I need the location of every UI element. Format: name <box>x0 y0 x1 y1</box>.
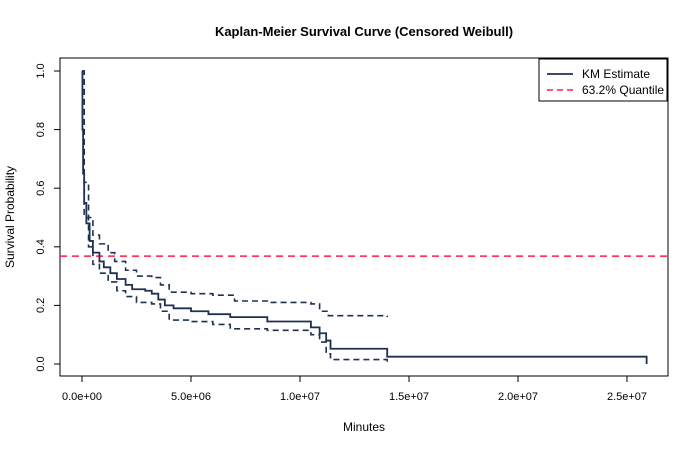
x-tick-label: 1.0e+07 <box>280 391 320 403</box>
x-tick-label: 2.5e+07 <box>607 391 647 403</box>
legend: KM Estimate 63.2% Quantile <box>538 58 668 102</box>
plot-box <box>59 57 669 377</box>
km-estimate-line <box>81 70 648 364</box>
y-tick-label: 0.8 <box>35 122 47 137</box>
y-tick-label: 0.0 <box>35 356 47 371</box>
upper-ci-line <box>82 70 388 318</box>
x-tick-label: 0.0e+00 <box>62 391 102 403</box>
legend-box <box>538 58 668 102</box>
y-tick-label: 0.6 <box>35 181 47 196</box>
y-tick-label: 1.0 <box>35 63 47 78</box>
y-tick-label: 0.2 <box>35 298 47 313</box>
legend-quantile-label: 63.2% Quantile <box>582 83 664 97</box>
x-tick-label: 2.0e+07 <box>498 391 538 403</box>
x-tick-label: 1.5e+07 <box>389 391 429 403</box>
x-axis-label: Minutes <box>343 420 385 434</box>
legend-km-label: KM Estimate <box>582 67 650 81</box>
y-axis-label: Survival Probability <box>3 166 17 268</box>
x-tick-label: 5.0e+06 <box>171 391 211 403</box>
lower-ci-line <box>82 70 388 363</box>
y-tick-label: 0.4 <box>35 239 47 254</box>
chart-title: Kaplan-Meier Survival Curve (Censored We… <box>215 24 513 39</box>
